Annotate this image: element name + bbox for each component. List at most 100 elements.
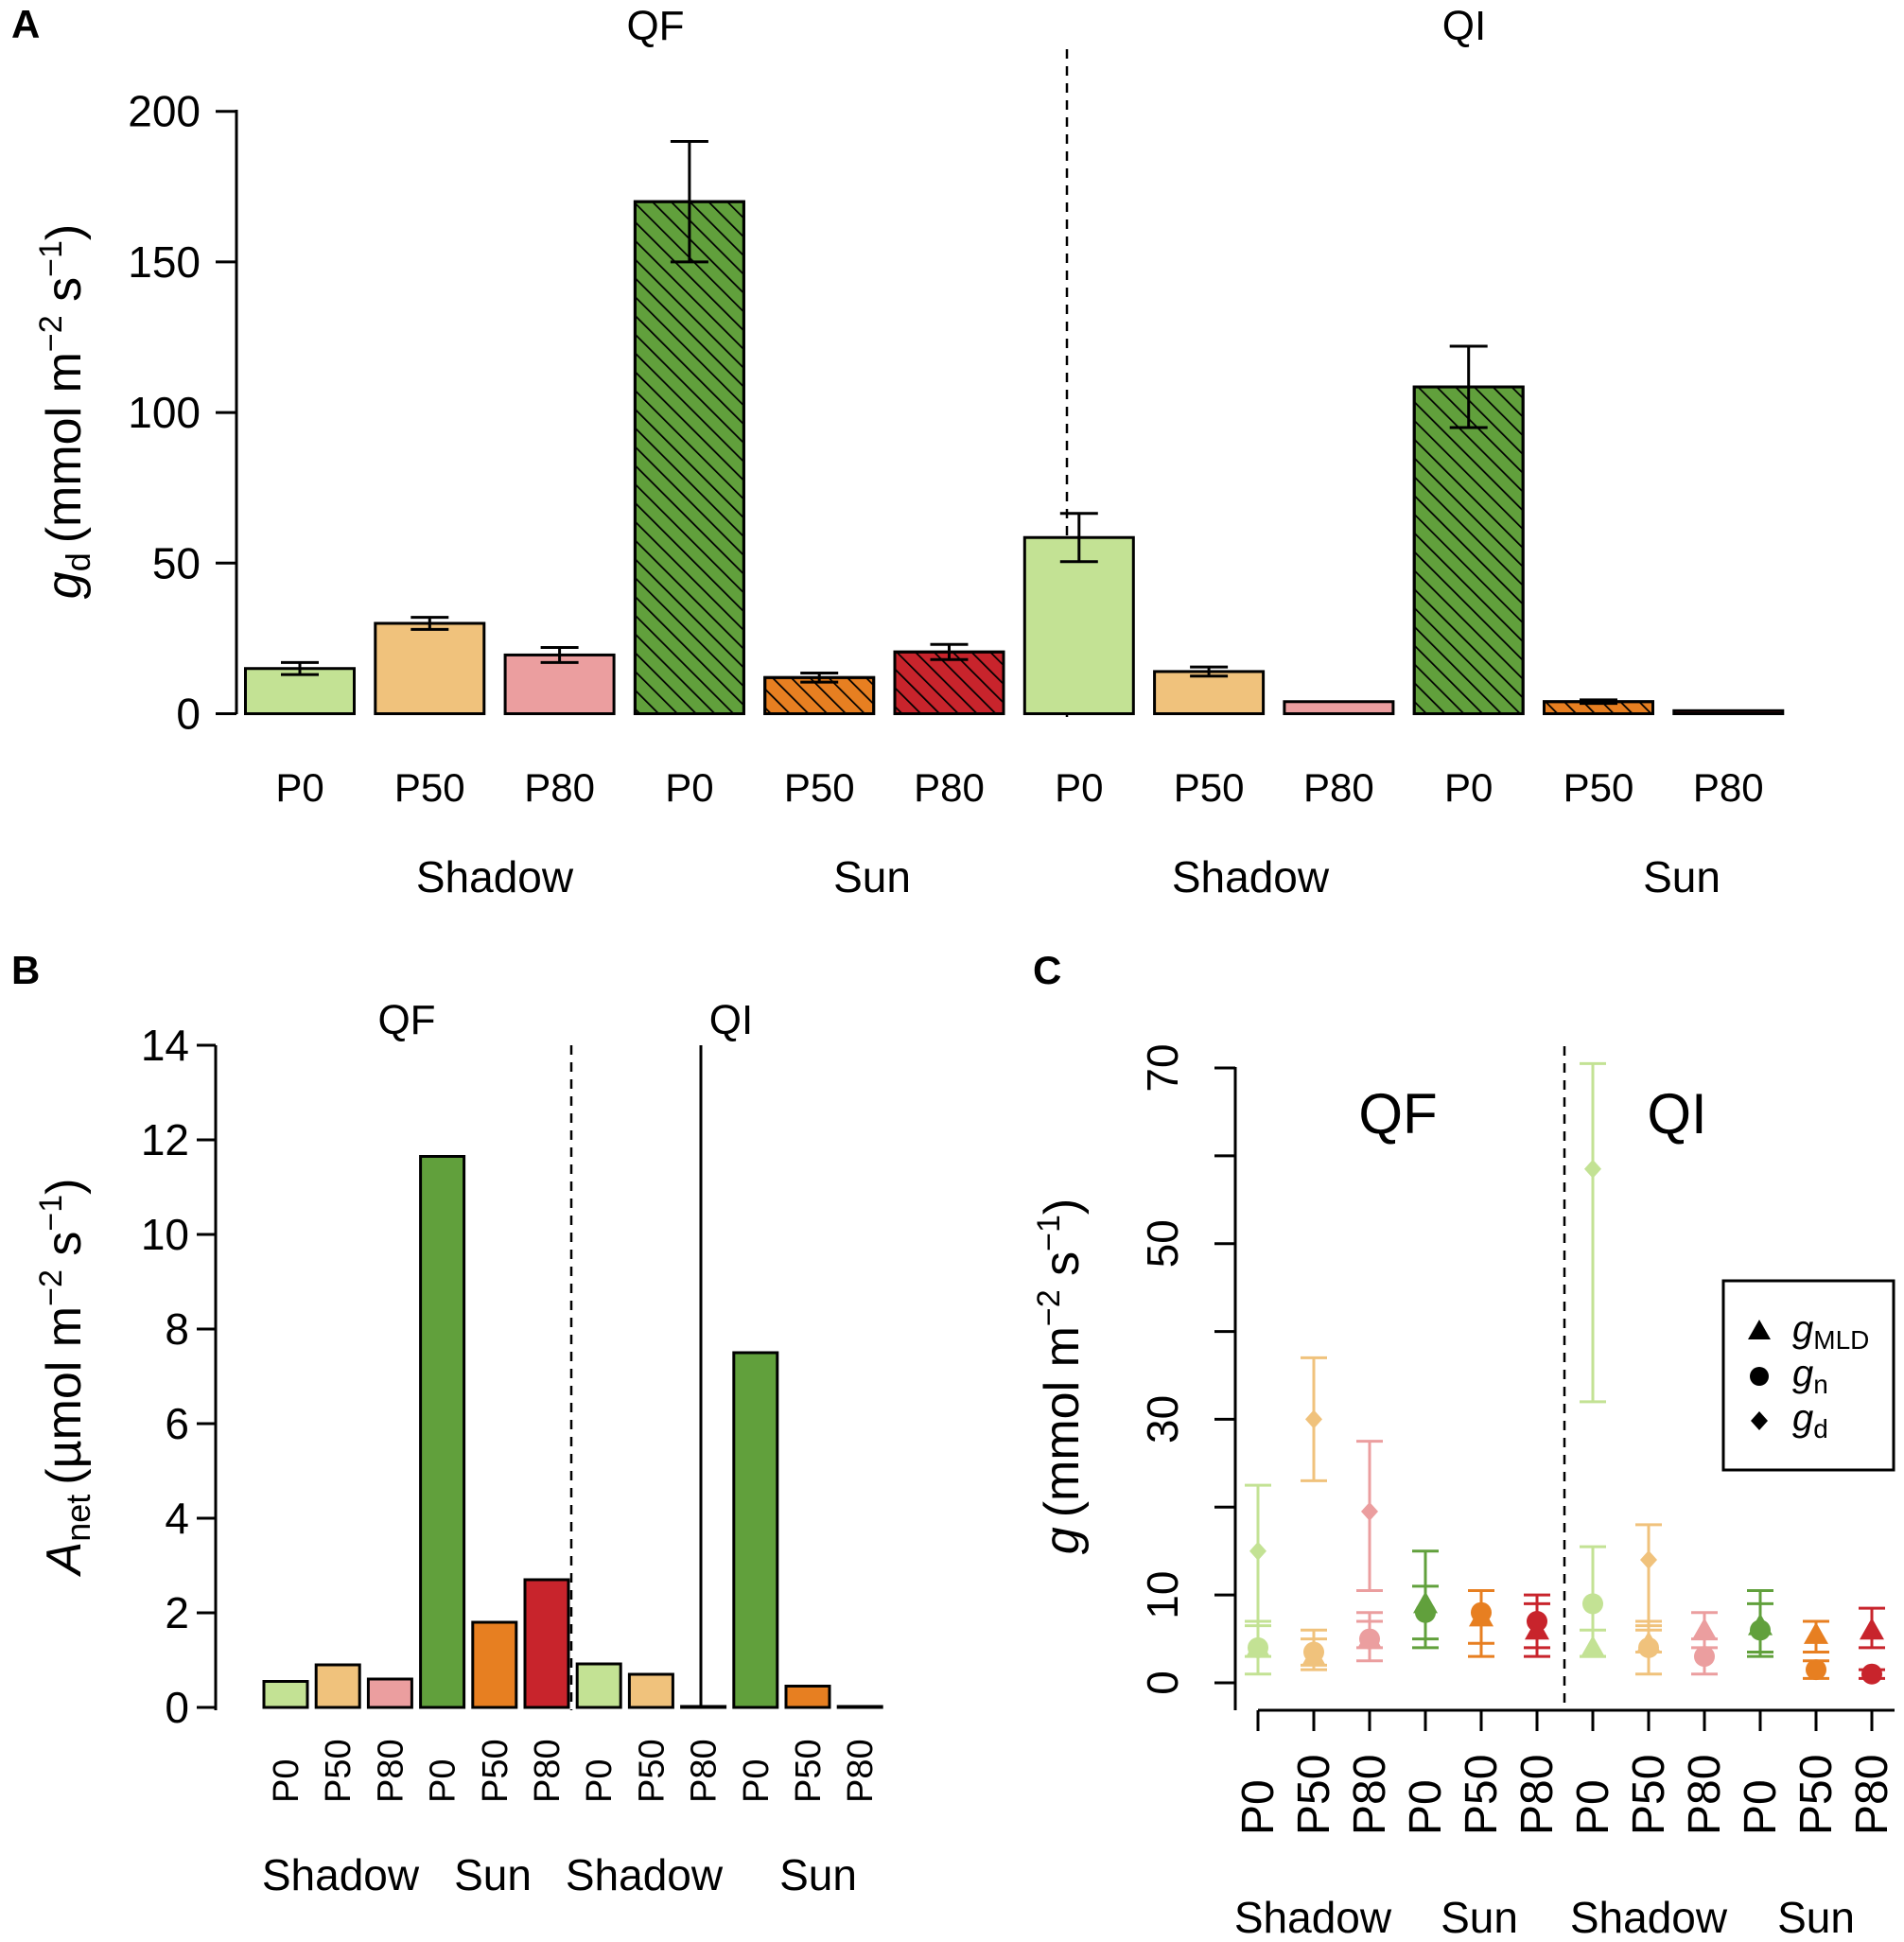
panel-c-category-label: P80 <box>1512 1755 1563 1835</box>
legend-entry-gd: gd <box>1792 1397 1828 1443</box>
legend-gmld-main: g <box>1792 1308 1813 1350</box>
panel-a-category-label: P50 <box>784 765 855 810</box>
bar-p80 <box>836 1705 883 1709</box>
bar-p0 <box>732 1351 779 1709</box>
bar-p80 <box>1672 709 1785 715</box>
bar-p50 <box>314 1663 361 1709</box>
panel-b-ytick-label: 8 <box>165 1304 189 1354</box>
panel-b-cond-shadow-qf: Shadow <box>262 1850 420 1899</box>
panel-c-y-ticks: 0 10 30 50 70 <box>1138 1043 1235 1695</box>
panel-a-cond-shadow-qf: Shadow <box>416 852 574 901</box>
panel-c-category-label: P80 <box>1680 1755 1730 1835</box>
point-gn <box>1582 1593 1603 1615</box>
bar-hatch <box>1412 385 1525 715</box>
panel-a-category-label: P80 <box>524 765 595 810</box>
bar-p50 <box>627 1672 674 1709</box>
panel-b-ytick-label: 6 <box>165 1399 189 1448</box>
panel-b-label: B <box>11 948 40 992</box>
panel-b-ytick-label: 14 <box>141 1021 189 1070</box>
panel-a-ylabel-sub: d <box>59 552 97 571</box>
panel-a-category-label: P0 <box>665 765 713 810</box>
panel-c-ylabel-exp2: −1 <box>1031 1215 1067 1251</box>
panel-b-category-label: P0 <box>267 1759 306 1803</box>
panel-a-category-label: P80 <box>914 765 985 810</box>
panel-c-category-label: P0 <box>1736 1779 1786 1835</box>
bar-p50 <box>1153 670 1266 716</box>
point-gn <box>1471 1601 1492 1623</box>
legend-gd-sub: d <box>1813 1414 1828 1443</box>
point-gn <box>1415 1601 1436 1623</box>
bar-p50 <box>471 1620 518 1709</box>
panel-a-ytick-label: 200 <box>128 87 201 136</box>
panel-c-x-ticks <box>1256 1710 1874 1731</box>
panel-a-category-label: P50 <box>1174 765 1245 810</box>
bar-p80 <box>523 1578 570 1709</box>
bar-p80 <box>366 1677 413 1709</box>
panel-b-group-qf: QF <box>377 997 435 1043</box>
panel-a-condition-labels: Shadow Sun Shadow Sun <box>416 852 1721 901</box>
panel-a-group-qi: QI <box>1442 3 1486 49</box>
point-gmld <box>1804 1621 1828 1644</box>
panel-a-category-label: P0 <box>1055 765 1103 810</box>
panel-a-ylabel-main: g <box>37 571 92 599</box>
panel-a-category-labels: P0 P50 P80 P0 P50 P80 P0 P50 P80 P0 P50 P80 <box>275 765 1763 810</box>
panel-a-bars <box>244 200 1785 716</box>
panel-b-category-label: P50 <box>789 1739 829 1803</box>
point-gn <box>1248 1636 1268 1658</box>
panel-b-category-label: P80 <box>841 1739 881 1803</box>
legend-entry-gn: gn <box>1792 1353 1828 1399</box>
panel-a-group-qf: QF <box>626 3 684 49</box>
panel-b-ylabel-exp2: −1 <box>33 1195 69 1232</box>
panel-c-ytick-label: 70 <box>1138 1043 1187 1092</box>
panel-b-ytick-label: 10 <box>141 1210 189 1259</box>
panel-b-condition-labels: Shadow Sun Shadow Sun <box>262 1850 857 1899</box>
panel-c-ytick-label: 50 <box>1138 1219 1187 1268</box>
panel-b-ytick-label: 4 <box>165 1494 189 1543</box>
panel-c-category-label: P50 <box>1289 1755 1339 1835</box>
panel-b: B QF QI 0 2 4 6 8 10 12 14 P0 P50 P80 P0 P50 P80 P0 P5… <box>11 948 883 1899</box>
panel-b-bars <box>262 1155 883 1709</box>
panel-b-category-label: P0 <box>424 1759 463 1803</box>
panel-a-cond-shadow-qi: Shadow <box>1172 852 1330 901</box>
panel-c-ylabel-unit-post: ) <box>1035 1198 1090 1215</box>
bar-p0 <box>419 1155 466 1709</box>
panel-a-ytick-label: 0 <box>176 690 201 739</box>
panel-a-category-label: P0 <box>1444 765 1493 810</box>
panel-b-category-label: P50 <box>476 1739 515 1803</box>
panel-a-category-label: P80 <box>1303 765 1374 810</box>
panel-c-y-label: g (mmol m−2 s−1) <box>1031 1198 1090 1554</box>
panel-a-y-label: gd (mmol m−2 s−1) <box>33 224 97 599</box>
panel-b-category-label: P80 <box>528 1739 568 1803</box>
panel-c-category-labels: P0 P50 P80 P0 P50 P80 P0 P50 P80 P0 P50 P80 <box>1233 1755 1897 1835</box>
panel-b-ytick-label: 0 <box>165 1683 189 1732</box>
point-gd <box>1305 1409 1322 1429</box>
panel-a-ylabel-unit-post: ) <box>37 224 92 240</box>
panel-a-label: A <box>11 2 40 46</box>
panel-b-category-label: P80 <box>371 1739 410 1803</box>
panel-b-category-labels: P0 P50 P80 P0 P50 P80 P0 P50 P80 P0 P50 P80 <box>267 1739 881 1803</box>
panel-b-ytick-label: 2 <box>165 1588 189 1637</box>
point-gn <box>1750 1619 1771 1641</box>
bar-hatch <box>763 675 876 715</box>
point-gn <box>1694 1646 1715 1668</box>
panel-a-ylabel-exp1: −2 <box>33 315 69 352</box>
panel-a-ylabel-exp2: −1 <box>33 240 69 277</box>
panel-c-ytick-label: 30 <box>1138 1395 1187 1443</box>
panel-c-group-qf: QF <box>1358 1082 1437 1146</box>
panel-c-ylabel-exp1: −2 <box>1031 1289 1067 1326</box>
bar-p80 <box>680 1705 727 1709</box>
bar-hatch <box>893 650 1005 716</box>
bar-p0 <box>575 1662 622 1709</box>
bar-p80 <box>1283 700 1395 715</box>
panel-b-ylabel-unit-mid: s <box>37 1232 92 1269</box>
point-gn <box>1527 1611 1547 1632</box>
panel-c-category-label: P80 <box>1847 1755 1897 1835</box>
panel-a-ytick-label: 100 <box>128 388 201 437</box>
panel-c-category-label: P0 <box>1401 1779 1451 1835</box>
panel-b-cond-sun-qf: Sun <box>454 1850 532 1899</box>
panel-c-category-label: P50 <box>1457 1755 1507 1835</box>
panel-c-cond-sun-qi: Sun <box>1777 1893 1855 1942</box>
